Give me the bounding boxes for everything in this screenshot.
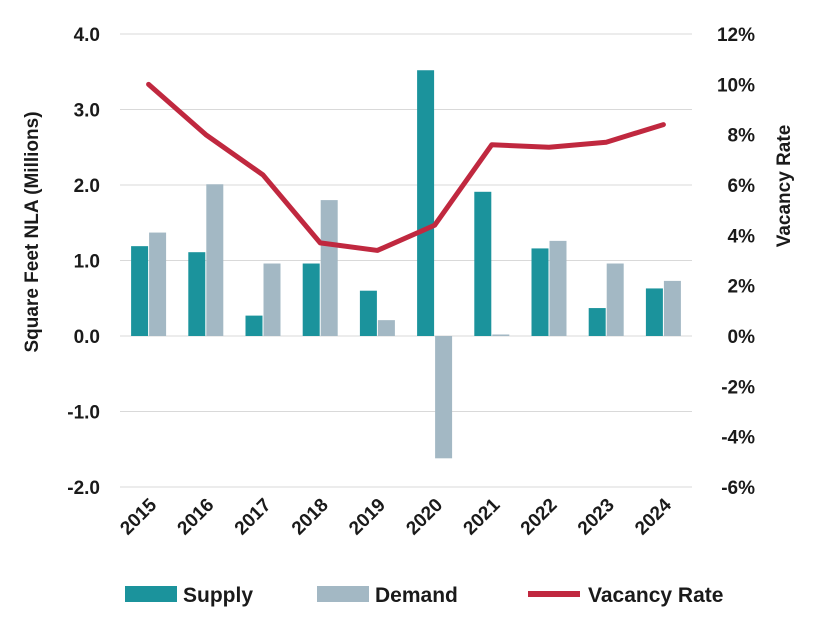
bar-demand-2023 (606, 263, 624, 336)
x-tick-label: 2021 (460, 494, 505, 539)
legend-swatch-demand (317, 586, 369, 602)
bar-supply-2016 (188, 252, 206, 336)
y2-tick-label: 10% (717, 75, 755, 96)
bar-supply-2018 (302, 263, 320, 336)
legend-label-supply: Supply (183, 584, 253, 607)
bar-demand-2021 (492, 334, 510, 336)
y-tick-label: -2.0 (67, 478, 100, 499)
legend-label-vacancy-rate: Vacancy Rate (588, 584, 723, 607)
y2-tick-label: 12% (717, 25, 755, 46)
vacancy-line-group (146, 81, 666, 253)
gridlines (120, 33, 692, 488)
y-tick-label: 2.0 (74, 176, 100, 197)
x-tick-label: 2023 (574, 495, 619, 540)
y2-tick-label: 0% (728, 327, 756, 348)
y2-tick-label: -4% (721, 428, 755, 449)
y2-tick-label: -6% (721, 478, 755, 499)
bar-supply-2024 (645, 288, 663, 336)
right-axis-ticks: -6% -4% -2% 0% 2% 4% 6% 8% 10% 12% (717, 25, 755, 499)
x-tick-label: 2020 (402, 495, 447, 540)
x-axis-ticks: 2015 2016 2017 2018 2019 2020 2021 2022 2023 2024 (116, 494, 676, 539)
legend-label-demand: Demand (375, 584, 458, 607)
bar-demand-2019 (377, 320, 395, 336)
bar-demand-2015 (149, 232, 167, 336)
left-axis-ticks: -2.0 -1.0 0.0 1.0 2.0 3.0 4.0 (67, 25, 100, 499)
legend-swatch-supply (125, 586, 177, 602)
bar-demand-2022 (549, 240, 567, 336)
y-tick-label: 1.0 (74, 252, 100, 273)
bar-supply-2021 (474, 191, 492, 336)
y-tick-label: -1.0 (67, 403, 100, 424)
y2-axis-title: Vacancy Rate (774, 125, 795, 248)
x-tick-label: 2024 (631, 494, 676, 539)
y2-tick-label: 4% (728, 226, 756, 247)
bar-demand-2018 (320, 200, 338, 336)
bar-supply-2020 (417, 70, 435, 337)
y-tick-label: 0.0 (74, 327, 100, 348)
x-tick-label: 2016 (174, 495, 219, 540)
x-tick-label: 2022 (517, 495, 562, 540)
bar-demand-2024 (663, 280, 681, 336)
y2-tick-label: -2% (721, 377, 755, 398)
bars-group (131, 70, 681, 459)
y-axis-title: Square Feet NLA (Millions) (22, 111, 43, 352)
y2-tick-label: 6% (728, 176, 756, 197)
bar-demand-2016 (206, 184, 224, 336)
x-tick-label: 2018 (288, 495, 333, 540)
y-tick-label: 3.0 (74, 101, 100, 122)
y-tick-label: 4.0 (74, 25, 100, 46)
x-tick-label: 2019 (345, 495, 390, 540)
bar-supply-2015 (131, 246, 149, 336)
bar-supply-2022 (531, 248, 549, 336)
x-tick-label: 2017 (231, 495, 276, 540)
bar-supply-2019 (359, 290, 377, 336)
bar-supply-2017 (245, 315, 263, 336)
bar-demand-2017 (263, 263, 281, 336)
legend: Supply Demand Vacancy Rate (125, 584, 723, 607)
y2-tick-label: 2% (728, 277, 756, 298)
x-tick-label: 2015 (116, 494, 161, 539)
vacancy-rate-line (146, 81, 666, 253)
bar-supply-2023 (588, 308, 606, 336)
y2-tick-label: 8% (728, 126, 756, 147)
bar-demand-2020 (435, 336, 453, 459)
